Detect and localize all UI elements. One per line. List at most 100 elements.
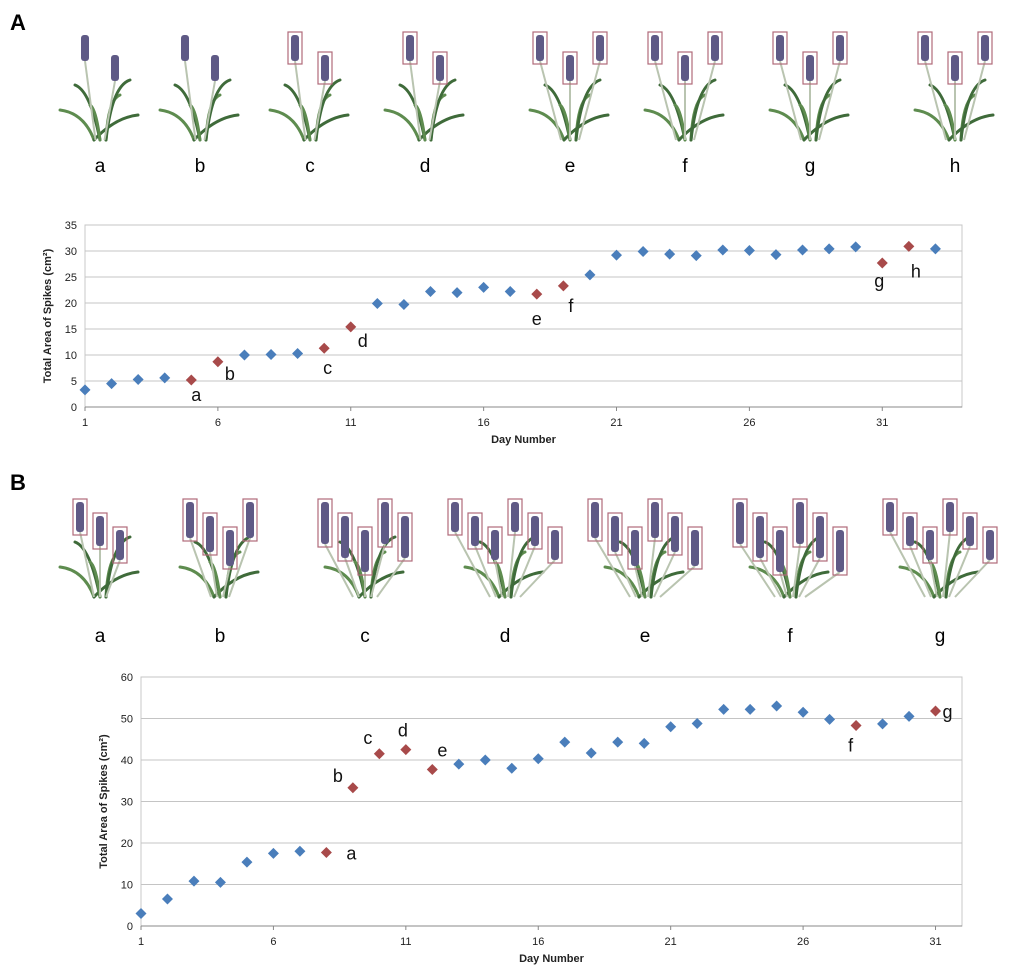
leaf-shape <box>357 570 405 599</box>
x-tick-label: 26 <box>743 417 755 429</box>
data-point <box>320 847 332 859</box>
spike-bounding-box <box>182 498 198 542</box>
spike-shape <box>211 55 219 81</box>
spike-shape <box>776 530 784 572</box>
leaf-shape <box>913 108 951 142</box>
leaf-shape <box>73 83 102 142</box>
spike-bounding-box <box>647 498 663 542</box>
y-tick-label: 40 <box>121 755 133 767</box>
spike-shape <box>381 502 389 544</box>
data-point <box>611 249 623 261</box>
plant-label: e <box>564 156 576 177</box>
y-tick-label: 30 <box>121 797 133 809</box>
spike-shape <box>81 35 89 61</box>
spike-bounding-box <box>287 31 303 65</box>
spike-bounding-box <box>812 512 828 562</box>
spike-shape <box>691 530 699 566</box>
data-point <box>373 748 385 760</box>
data-point <box>930 705 942 717</box>
point-annotation: c <box>363 728 372 748</box>
spike-bounding-box <box>592 31 608 65</box>
stem-line <box>659 565 696 598</box>
stem-line <box>189 537 212 598</box>
data-point <box>903 240 915 252</box>
stem-line <box>428 80 441 141</box>
spike-shape <box>966 516 974 546</box>
data-point <box>718 703 730 715</box>
spike-shape <box>806 55 814 81</box>
spike-bounding-box <box>942 498 958 536</box>
spike-shape <box>651 502 659 538</box>
point-annotation: h <box>911 261 921 281</box>
spike-shape <box>361 530 369 572</box>
stem-line <box>539 60 562 141</box>
data-point <box>691 717 703 729</box>
x-tick-label: 6 <box>270 936 276 948</box>
point-annotation: b <box>333 766 343 786</box>
y-axis-label: Total Area of Spikes (cm²) <box>42 248 54 383</box>
plant-sketch <box>882 498 998 599</box>
data-point <box>478 281 490 293</box>
spike-bounding-box <box>92 512 108 550</box>
x-tick-label: 31 <box>876 417 888 429</box>
data-point <box>294 845 306 857</box>
leaf-shape <box>959 78 987 142</box>
stem-line <box>519 559 556 598</box>
spike-shape <box>566 55 574 81</box>
data-point <box>479 754 491 766</box>
data-point <box>79 384 91 396</box>
spike-bounding-box <box>917 31 933 65</box>
stem-line <box>203 80 216 141</box>
stem-line <box>693 60 716 141</box>
spike-bounding-box <box>547 526 563 564</box>
spike-shape <box>111 55 119 81</box>
spike-shape <box>816 516 824 558</box>
leaf-shape <box>158 108 196 142</box>
stem-line <box>513 545 536 598</box>
plant-sketch <box>732 498 848 599</box>
data-point <box>797 706 809 718</box>
plant-sketch <box>587 498 703 599</box>
spike-shape <box>736 502 744 544</box>
spike-bounding-box <box>792 498 808 548</box>
data-point <box>267 847 279 859</box>
spike-bounding-box <box>882 498 898 536</box>
stem-line <box>454 531 491 598</box>
data-point <box>557 280 569 292</box>
plant-label: a <box>94 156 106 177</box>
spike-bounding-box <box>707 31 723 65</box>
spike-shape <box>511 502 519 532</box>
spike-bounding-box <box>922 526 938 564</box>
spike-shape <box>551 530 559 560</box>
data-point <box>770 249 782 261</box>
x-tick-label: 6 <box>215 417 221 429</box>
spike-bounding-box <box>947 51 963 85</box>
spike-bounding-box <box>447 498 463 536</box>
spike-shape <box>756 516 764 558</box>
stem-line <box>313 80 326 141</box>
leaf-shape <box>204 78 232 142</box>
plant-sketch <box>268 31 350 142</box>
stem-line <box>963 60 986 141</box>
y-tick-label: 30 <box>65 246 77 258</box>
plant-sketch <box>383 31 465 142</box>
data-point <box>903 710 915 722</box>
plant-label: e <box>639 626 651 647</box>
spike-bounding-box <box>772 526 788 576</box>
spike-bounding-box <box>772 31 788 65</box>
plant-sketch <box>913 31 995 142</box>
x-tick-label: 21 <box>665 936 677 948</box>
spike-bounding-box <box>527 512 543 550</box>
leaf-shape <box>302 113 350 142</box>
spike-bounding-box <box>902 512 918 550</box>
stem-line <box>739 543 776 598</box>
leaf-shape <box>677 113 725 142</box>
stem-line <box>792 543 801 598</box>
spike-shape <box>836 530 844 572</box>
data-point <box>106 378 118 390</box>
data-point <box>532 753 544 765</box>
x-tick-label: 16 <box>478 417 490 429</box>
leaf-shape <box>92 113 140 142</box>
plant-sketch <box>768 31 850 142</box>
data-point <box>506 762 518 774</box>
